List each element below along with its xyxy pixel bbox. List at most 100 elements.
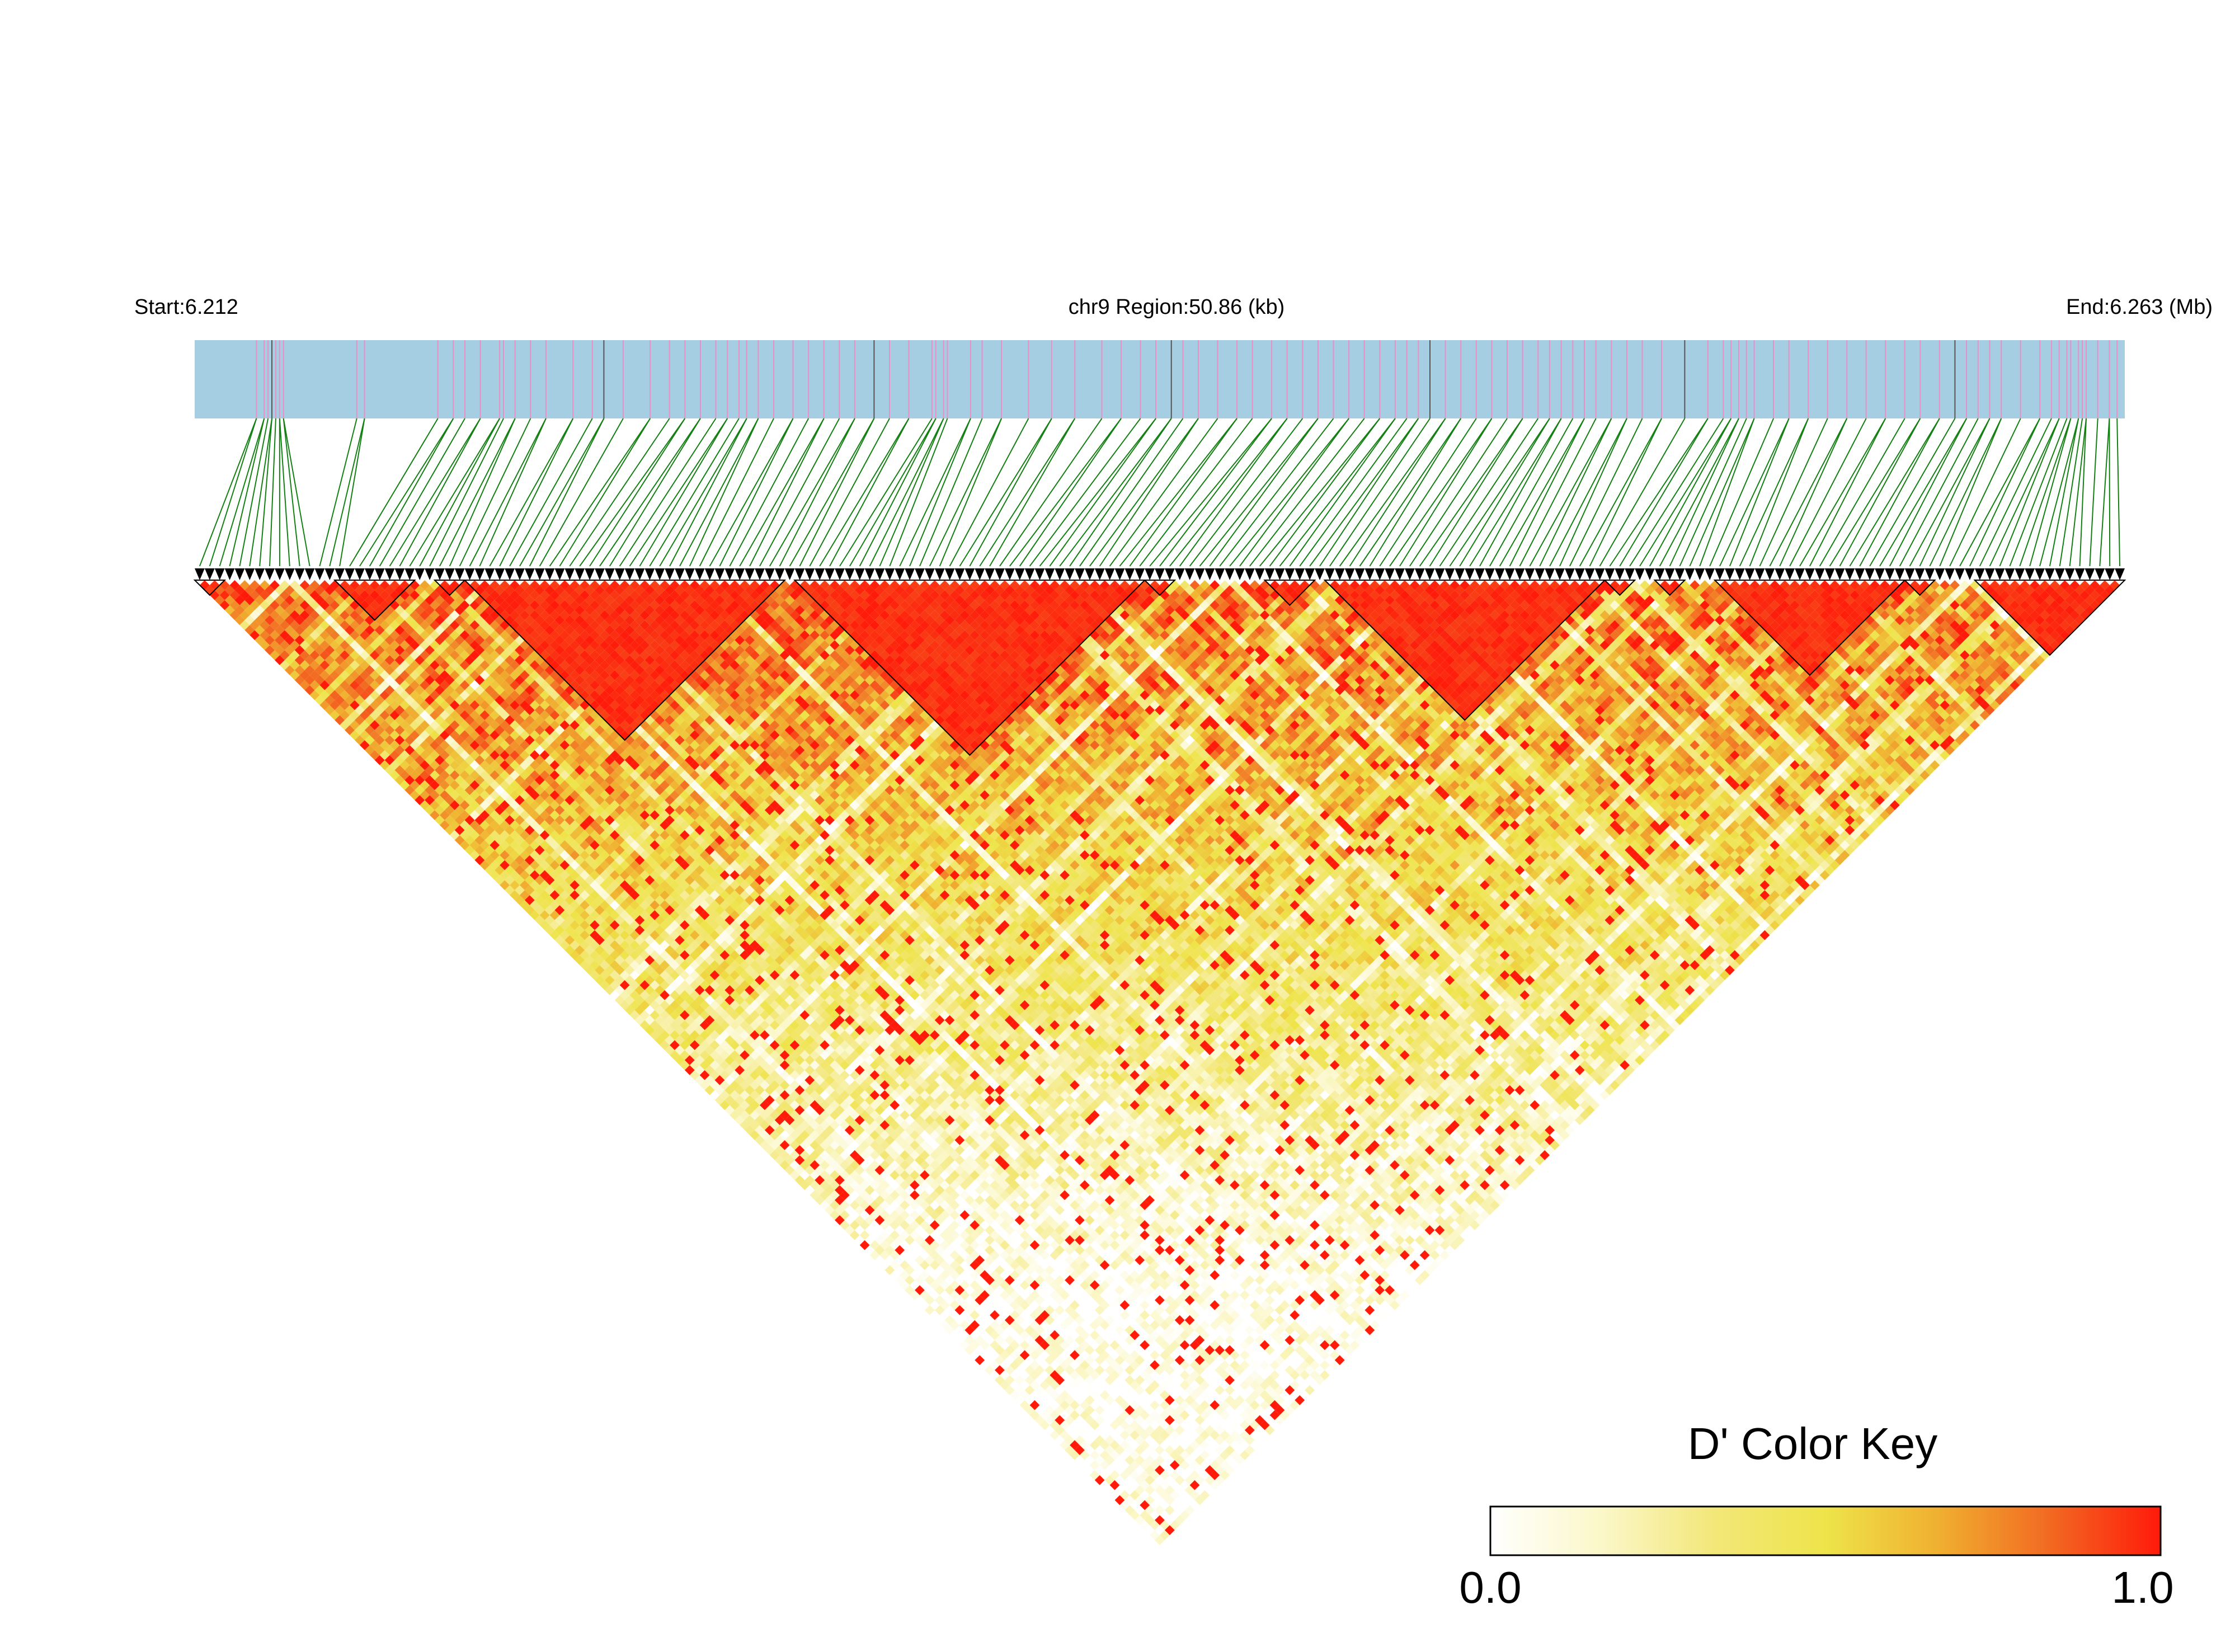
ld-cell — [1135, 1515, 1145, 1526]
ld-cell — [289, 660, 300, 670]
ld-cell — [1075, 1385, 1085, 1395]
snp-marker — [755, 568, 765, 580]
ld-cell — [864, 1215, 875, 1225]
gene-track — [195, 340, 2125, 418]
ld-cell — [784, 1135, 795, 1145]
snp-marker — [1695, 568, 1705, 580]
ld-cell — [719, 1050, 730, 1061]
snp-connector-line — [1819, 418, 1905, 567]
ld-cell — [934, 1315, 945, 1325]
ld-cell — [425, 775, 435, 785]
ld-cell — [859, 1190, 870, 1201]
ld-cell — [544, 905, 555, 915]
ld-cell — [1150, 1470, 1160, 1480]
ld-cell — [289, 650, 300, 661]
ld-cell — [939, 1240, 950, 1250]
snp-connector-line — [1379, 418, 1477, 567]
snp-connector-line — [1039, 418, 1156, 567]
snp-connector-line — [199, 418, 257, 567]
ld-cell — [459, 820, 470, 830]
snp-marker — [1004, 568, 1015, 580]
ld-cell — [835, 1205, 845, 1216]
ld-cell — [379, 750, 390, 760]
ld-cell — [619, 930, 630, 940]
ld-cell — [345, 645, 355, 656]
snp-connector-line — [1009, 418, 1122, 567]
snp-connector-line — [2099, 418, 2110, 567]
ld-cell — [484, 835, 495, 845]
ld-cell — [939, 1250, 950, 1260]
ld-cell — [1114, 1495, 1125, 1505]
ld-cell — [260, 590, 270, 600]
ld-cell — [335, 655, 345, 665]
ld-cell — [699, 1050, 710, 1061]
ld-cell — [1055, 1435, 1065, 1446]
ld-cell — [1184, 1505, 1195, 1515]
ld-cell — [1109, 1490, 1120, 1500]
ld-cell — [319, 680, 330, 690]
ld-cell — [679, 1010, 690, 1020]
ld-cell — [905, 1215, 915, 1225]
ld-cell — [895, 1225, 905, 1235]
ld-cell — [614, 945, 625, 956]
ld-cell — [910, 1280, 920, 1291]
ld-cell — [1140, 1500, 1150, 1510]
ld-cell — [1119, 1490, 1130, 1500]
snp-marker — [585, 568, 595, 580]
ld-cell — [1124, 1485, 1135, 1495]
snp-marker — [404, 568, 415, 580]
ld-cell — [229, 590, 240, 600]
ld-cell — [849, 1220, 860, 1230]
ld-cell — [1089, 1400, 1100, 1410]
ld-cell — [774, 1145, 785, 1155]
ld-cell — [980, 1320, 990, 1330]
ld-cell — [544, 925, 555, 935]
ld-cell — [709, 1030, 720, 1041]
ld-cell — [839, 1150, 850, 1160]
snp-marker — [2064, 568, 2075, 580]
ld-cell — [1169, 1470, 1180, 1480]
ld-cell — [379, 720, 390, 731]
ld-cell — [905, 1205, 915, 1216]
ld-cell — [279, 620, 290, 630]
ld-cell — [769, 1140, 780, 1150]
snp-marker — [1884, 568, 1895, 580]
ld-cell — [884, 1175, 895, 1185]
ld-cell — [1034, 1345, 1045, 1356]
ld-cell — [934, 1235, 945, 1245]
ld-cell — [879, 1180, 890, 1190]
ld-cell — [1070, 1410, 1080, 1420]
ld-cell — [1075, 1435, 1085, 1446]
ld-cell — [330, 670, 340, 680]
ld-cell — [1179, 1480, 1190, 1490]
ld-cell — [430, 790, 440, 801]
ld-cell — [289, 590, 300, 600]
snp-marker — [1754, 568, 1765, 580]
snp-connector-line — [1239, 418, 1349, 567]
ld-cell — [839, 1220, 850, 1230]
ld-cell — [510, 810, 520, 821]
snp-connector-line — [1689, 418, 1755, 567]
ld-cell — [794, 1145, 805, 1155]
ld-cell — [735, 1085, 745, 1095]
ld-cell — [879, 1220, 890, 1230]
ld-cell — [464, 815, 475, 825]
ld-cell — [919, 1300, 930, 1310]
snp-marker — [964, 568, 975, 580]
ld-cell — [435, 755, 445, 765]
ld-cell — [484, 865, 495, 876]
ld-cell — [1104, 1465, 1115, 1475]
ld-cell — [420, 710, 430, 721]
snp-marker — [1814, 568, 1825, 580]
ld-cell — [844, 1205, 855, 1216]
snp-marker — [2085, 568, 2095, 580]
ld-cell — [289, 620, 300, 630]
ld-cell — [820, 1110, 830, 1121]
snp-marker — [244, 568, 255, 580]
ld-cell — [529, 910, 540, 920]
ld-cell — [915, 1265, 925, 1276]
ld-cell — [959, 1250, 970, 1260]
ld-cell — [330, 660, 340, 670]
snp-connector-line — [939, 418, 1003, 567]
ld-cell — [890, 1250, 900, 1260]
